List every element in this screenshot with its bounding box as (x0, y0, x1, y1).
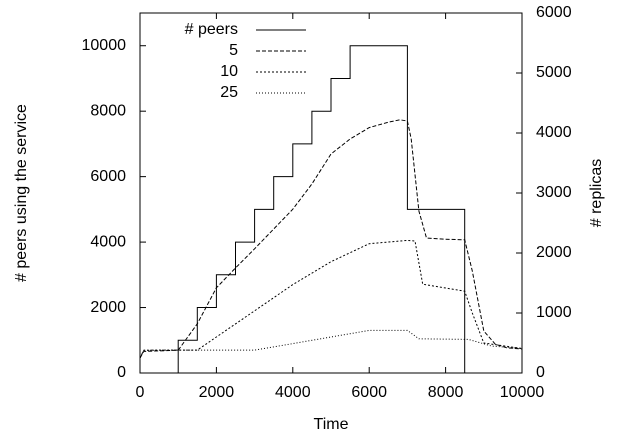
y2-tick-label: 1000 (536, 304, 572, 321)
series-line (139, 239, 523, 359)
legend-label: 5 (229, 42, 238, 59)
y2-tick-label: 3000 (536, 184, 572, 201)
y2-axis-label: # replicas (588, 159, 605, 227)
y2-tick-label: 5000 (536, 64, 572, 81)
y-tick-label: 4000 (90, 233, 126, 250)
y2-tick-label: 4000 (536, 124, 572, 141)
legend-label: 25 (220, 84, 238, 101)
y2-tick-label: 0 (536, 364, 545, 381)
y-tick-label: 8000 (90, 102, 126, 119)
x-tick-label: 6000 (351, 384, 387, 401)
legend-label: # peers (185, 21, 238, 38)
series-line (140, 45, 522, 374)
x-tick-label: 0 (136, 384, 145, 401)
legend-label: 10 (220, 63, 238, 80)
x-axis-label: Time (314, 416, 349, 433)
series-line (139, 119, 523, 359)
y-tick-label: 0 (117, 364, 126, 381)
y-axis-label: # peers using the service (13, 104, 30, 282)
x-tick-label: 10000 (500, 384, 545, 401)
x-tick-label: 4000 (275, 384, 311, 401)
y-tick-label: 2000 (90, 299, 126, 316)
x-tick-label: 8000 (428, 384, 464, 401)
y-tick-label: 10000 (82, 37, 127, 54)
y2-tick-label: 6000 (536, 4, 572, 21)
y-tick-label: 6000 (90, 168, 126, 185)
series-line (139, 329, 523, 359)
x-tick-label: 2000 (199, 384, 235, 401)
y2-tick-label: 2000 (536, 244, 572, 261)
